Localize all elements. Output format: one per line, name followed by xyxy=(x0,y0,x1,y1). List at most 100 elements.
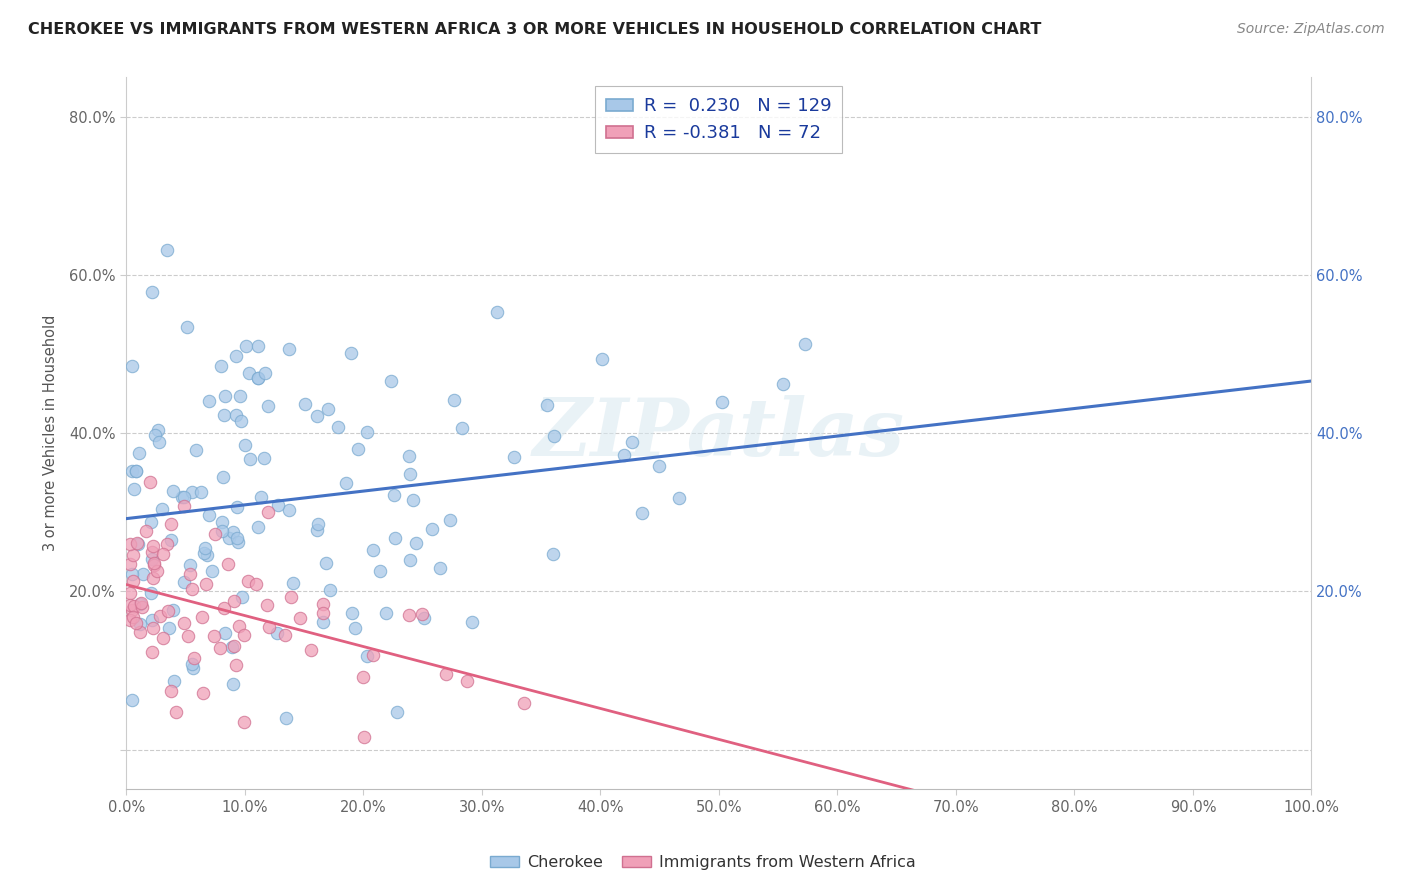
Point xyxy=(439,513,461,527)
Point xyxy=(150,502,173,516)
Point xyxy=(179,566,201,581)
Point xyxy=(294,397,316,411)
Point xyxy=(190,485,212,500)
Point xyxy=(121,359,143,373)
Point xyxy=(420,522,443,536)
Point xyxy=(225,409,247,423)
Point xyxy=(125,463,148,477)
Point xyxy=(319,583,342,598)
Point xyxy=(211,515,233,529)
Point xyxy=(122,599,145,613)
Point xyxy=(253,366,276,380)
Point xyxy=(160,517,183,532)
Point xyxy=(141,285,163,300)
Point xyxy=(121,549,143,563)
Point xyxy=(148,423,170,437)
Point xyxy=(184,442,207,457)
Point xyxy=(128,445,150,459)
Point xyxy=(173,615,195,630)
Point xyxy=(503,450,526,465)
Point xyxy=(212,470,235,484)
Point xyxy=(221,640,243,654)
Point xyxy=(142,556,165,570)
Point xyxy=(233,438,256,452)
Point xyxy=(125,464,148,478)
Point xyxy=(305,409,328,423)
Point xyxy=(146,565,169,579)
Point xyxy=(356,649,378,664)
Text: ZIPatlas: ZIPatlas xyxy=(533,394,905,472)
Point xyxy=(247,520,270,534)
Point xyxy=(163,673,186,688)
Point xyxy=(450,421,472,435)
Point xyxy=(398,553,420,567)
Point xyxy=(278,342,301,356)
Point xyxy=(318,402,340,417)
Point xyxy=(118,613,141,627)
Point xyxy=(173,499,195,513)
Point xyxy=(135,524,157,538)
Point xyxy=(209,359,232,373)
Point xyxy=(132,567,155,582)
Point xyxy=(343,621,366,635)
Point xyxy=(197,508,219,522)
Point xyxy=(125,615,148,630)
Point xyxy=(411,607,433,621)
Point xyxy=(382,488,405,502)
Point xyxy=(405,536,427,550)
Point xyxy=(361,543,384,558)
Point xyxy=(413,611,436,625)
Point xyxy=(139,515,162,529)
Point xyxy=(256,399,278,413)
Point xyxy=(121,693,143,707)
Point xyxy=(648,459,671,474)
Point xyxy=(456,674,478,689)
Point xyxy=(356,425,378,439)
Point xyxy=(152,631,174,645)
Point xyxy=(159,683,181,698)
Point xyxy=(711,394,734,409)
Point xyxy=(173,490,195,504)
Point xyxy=(591,352,613,367)
Point xyxy=(253,450,276,465)
Point xyxy=(326,419,349,434)
Point xyxy=(247,371,270,385)
Point xyxy=(149,609,172,624)
Point xyxy=(152,547,174,561)
Point xyxy=(238,366,260,380)
Point xyxy=(198,394,221,409)
Point xyxy=(214,389,236,403)
Point xyxy=(204,526,226,541)
Legend: R =  0.230   N = 129, R = -0.381   N = 72: R = 0.230 N = 129, R = -0.381 N = 72 xyxy=(595,87,842,153)
Point xyxy=(173,575,195,590)
Point xyxy=(281,576,304,591)
Point xyxy=(218,531,240,545)
Point xyxy=(443,392,465,407)
Point xyxy=(214,626,236,640)
Point xyxy=(513,696,536,710)
Point xyxy=(222,525,245,540)
Point xyxy=(772,377,794,392)
Point xyxy=(543,429,565,443)
Point xyxy=(122,574,145,588)
Point xyxy=(229,414,252,428)
Point xyxy=(121,566,143,581)
Point xyxy=(156,243,179,257)
Point xyxy=(307,516,329,531)
Point xyxy=(180,582,202,597)
Point xyxy=(361,648,384,662)
Point xyxy=(129,597,152,611)
Point xyxy=(141,552,163,566)
Point xyxy=(233,628,256,642)
Point xyxy=(209,640,232,655)
Point xyxy=(141,544,163,558)
Point xyxy=(122,482,145,496)
Point xyxy=(224,593,246,607)
Point xyxy=(346,442,368,457)
Point xyxy=(536,398,558,412)
Y-axis label: 3 or more Vehicles in Household: 3 or more Vehicles in Household xyxy=(44,315,58,551)
Point xyxy=(267,498,290,512)
Point xyxy=(236,574,259,589)
Point xyxy=(138,475,160,490)
Point xyxy=(165,705,187,719)
